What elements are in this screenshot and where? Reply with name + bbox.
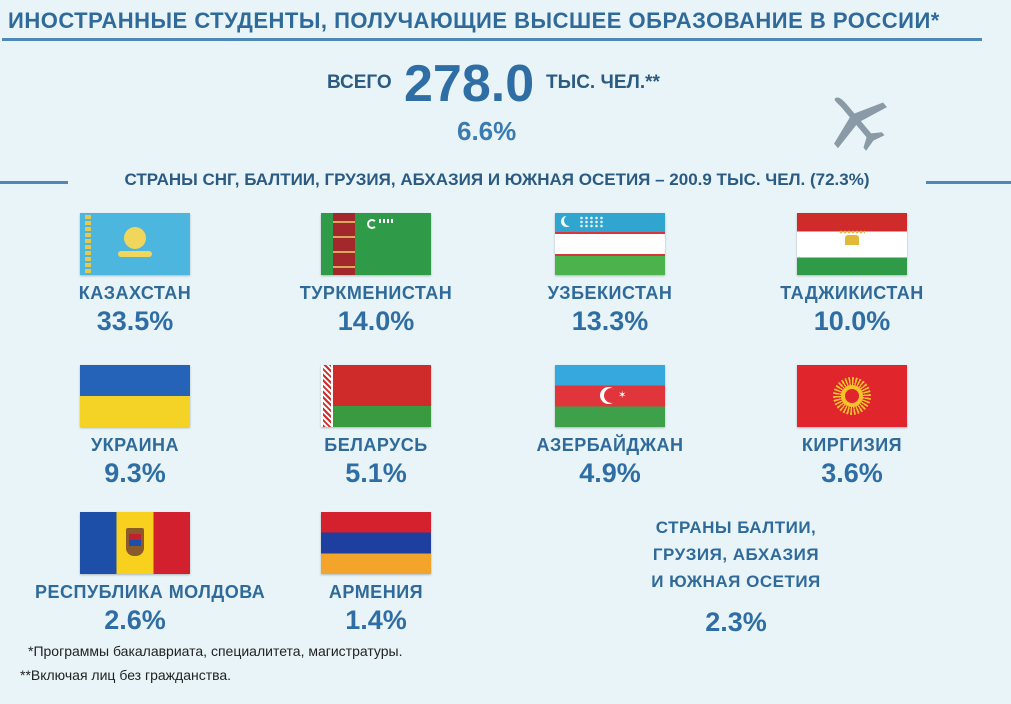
country-moldova: РЕСПУБЛИКА МОЛДОВА 2.6%: [35, 512, 266, 636]
country-name: КАЗАХСТАН: [78, 283, 192, 303]
other-line-2: ГРУЗИЯ, АБХАЗИЯ: [652, 545, 820, 564]
country-name: УЗБЕКИСТАН: [547, 283, 673, 303]
page-title: ИНОСТРАННЫЕ СТУДЕНТЫ, ПОЛУЧАЮЩИЕ ВЫСШЕЕ …: [8, 8, 940, 33]
ukraine-flag: [80, 365, 190, 427]
country-share: 9.3%: [104, 458, 166, 488]
country-share: 3.6%: [821, 458, 883, 488]
country-name: АРМЕНИЯ: [328, 582, 424, 602]
country-turkmenistan: ТУРКМЕНИСТАН 14.0%: [276, 213, 476, 337]
country-share: 2.6%: [104, 605, 166, 635]
moldova-flag: [80, 512, 190, 574]
country-share: 5.1%: [345, 458, 407, 488]
total-block: ВСЕГО 278.0 ТЫС. ЧЕЛ.** 6.6%: [0, 52, 1011, 146]
other-line-3: И ЮЖНАЯ ОСЕТИЯ: [651, 572, 821, 591]
total-unit: ТЫС. ЧЕЛ.**: [546, 72, 660, 93]
belarus-flag: [321, 365, 431, 427]
other-line-1: СТРАНЫ БАЛТИИ,: [655, 518, 817, 537]
other-countries-share: 2.3%: [705, 607, 767, 637]
footnote-2: **Включая лиц без гражданства.: [20, 667, 232, 683]
country-share: 1.4%: [345, 605, 407, 635]
country-name: ТАДЖИКИСТАН: [780, 283, 924, 303]
tajikistan-flag: [797, 213, 907, 275]
country-name: КИРГИЗИЯ: [801, 435, 903, 455]
country-belarus: БЕЛАРУСЬ 5.1%: [276, 365, 476, 489]
country-share: 14.0%: [337, 306, 415, 336]
country-name: РЕСПУБЛИКА МОЛДОВА: [35, 582, 266, 602]
country-ukraine: УКРАИНА 9.3%: [35, 365, 235, 489]
uzbekistan-flag: [555, 213, 665, 275]
airplane-icon: [834, 97, 887, 151]
azerbaijan-flag: ✶: [555, 365, 665, 427]
country-name: БЕЛАРУСЬ: [324, 435, 428, 455]
country-share: 33.5%: [96, 306, 174, 336]
total-prefix: ВСЕГО: [327, 72, 392, 93]
other-countries-label: СТРАНЫ БАЛТИИ, ГРУЗИЯ, АБХАЗИЯ И ЮЖНАЯ О…: [636, 514, 836, 595]
section-line-right: [926, 181, 1011, 184]
armenia-flag: [321, 512, 431, 574]
country-uzbekistan: УЗБЕКИСТАН 13.3%: [510, 213, 710, 337]
country-kazakhstan: КАЗАХСТАН 33.5%: [35, 213, 235, 337]
country-armenia: АРМЕНИЯ 1.4%: [276, 512, 476, 636]
section-title: СТРАНЫ СНГ, БАЛТИИ, ГРУЗИЯ, АБХАЗИЯ И ЮЖ…: [124, 170, 870, 189]
kyrgyzstan-flag: [797, 365, 907, 427]
country-kyrgyzstan: КИРГИЗИЯ 3.6%: [752, 365, 952, 489]
country-share: 13.3%: [571, 306, 649, 336]
country-name: АЗЕРБАЙДЖАН: [536, 435, 684, 455]
country-name: ТУРКМЕНИСТАН: [299, 283, 453, 303]
country-share: 10.0%: [813, 306, 891, 336]
kazakhstan-flag: [80, 213, 190, 275]
country-tajikistan: ТАДЖИКИСТАН 10.0%: [752, 213, 952, 337]
total-share: 6.6%: [457, 116, 517, 146]
country-share: 4.9%: [579, 458, 641, 488]
footnote-1: *Программы бакалавриата, специалитета, м…: [28, 643, 403, 659]
section-line-left: [0, 181, 68, 184]
country-azerbaijan: ✶ АЗЕРБАЙДЖАН 4.9%: [510, 365, 710, 489]
total-value: 278.0: [404, 55, 535, 113]
title-underline: [2, 38, 982, 41]
country-name: УКРАИНА: [90, 435, 180, 455]
turkmenistan-flag: [321, 213, 431, 275]
